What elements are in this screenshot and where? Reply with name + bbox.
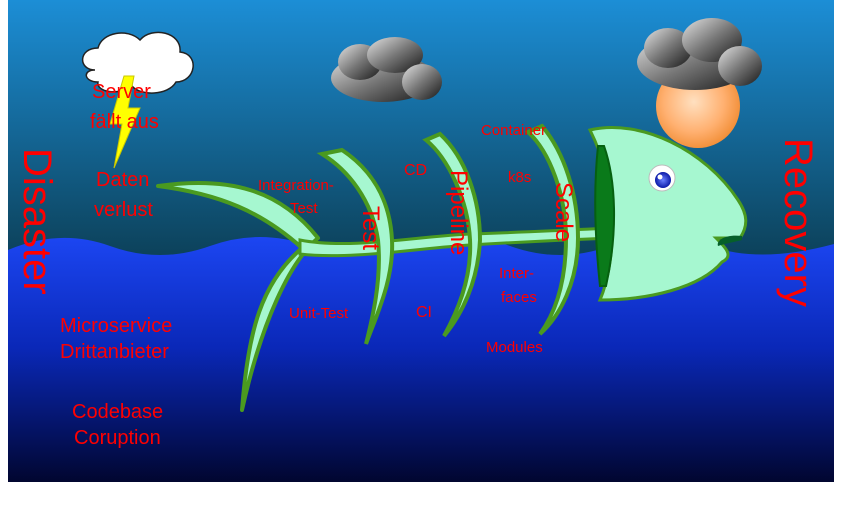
cause-server-line1: Server <box>92 81 151 103</box>
cause-code-line1: Codebase <box>72 401 163 423</box>
cause-micro-line1: Microservice <box>60 315 172 337</box>
item-ci: CI <box>416 304 432 321</box>
cause-server-line2: fällt aus <box>90 111 159 133</box>
bone-pipeline: Pipeline <box>445 170 472 255</box>
bone-test: Test <box>357 206 384 250</box>
item-cd: CD <box>404 162 427 179</box>
fish-mouth <box>717 235 742 246</box>
rib-pipeline <box>422 131 483 338</box>
fish-pupil <box>655 172 671 188</box>
item-integration-line1: Integration- <box>258 177 334 194</box>
label-disaster: Disaster <box>15 148 59 295</box>
cause-micro-line2: Drittanbieter <box>60 341 169 363</box>
item-unit-test: Unit-Test <box>289 305 349 322</box>
white-cloud-left <box>81 31 194 94</box>
cause-daten-line2: verlust <box>94 199 153 221</box>
fish-gill <box>594 145 615 287</box>
dark-cloud-middle <box>331 37 442 102</box>
item-interfaces-line1: Inter- <box>499 265 534 282</box>
item-modules: Modules <box>486 339 543 356</box>
bone-scale: Scale <box>550 182 577 242</box>
rib-test <box>316 147 395 345</box>
item-k8s: k8s <box>508 169 531 186</box>
dark-cloud-right <box>637 18 762 90</box>
fish-tail <box>156 180 320 412</box>
rib-scale <box>524 123 581 336</box>
item-interfaces-line2: faces <box>501 289 537 306</box>
lightning-bolt <box>109 75 141 169</box>
item-container: Container <box>481 122 546 139</box>
cause-code-line2: Coruption <box>74 427 161 449</box>
item-integration-line2: Test <box>290 200 318 217</box>
cause-daten-line1: Daten <box>96 169 149 191</box>
label-recovery: Recovery <box>776 138 820 307</box>
